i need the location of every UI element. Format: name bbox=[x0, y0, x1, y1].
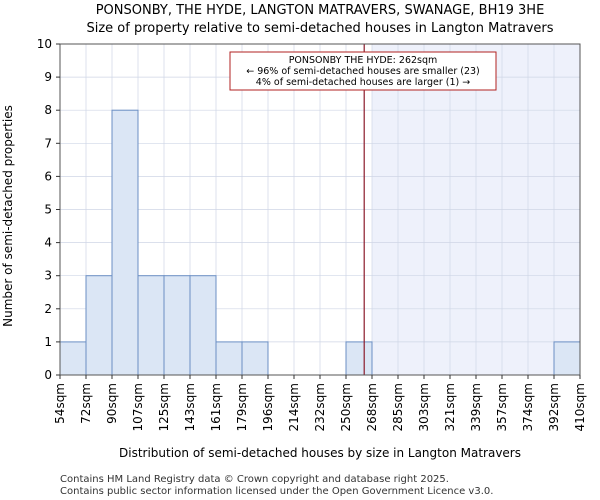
x-tick-label: 125sqm bbox=[157, 383, 171, 431]
x-tick-label: 72sqm bbox=[79, 383, 93, 424]
footer-line1: Contains HM Land Registry data © Crown c… bbox=[60, 474, 449, 485]
y-axis-label: Number of semi-detached properties bbox=[1, 105, 15, 327]
x-tick-label: 161sqm bbox=[209, 383, 223, 431]
x-tick-label: 196sqm bbox=[261, 383, 275, 431]
bar-179sqm bbox=[241, 341, 269, 376]
x-tick-label: 321sqm bbox=[443, 383, 457, 431]
bar-107sqm bbox=[137, 275, 165, 376]
x-tick-label: 410sqm bbox=[573, 383, 587, 431]
annotation-box bbox=[229, 51, 497, 91]
y-tick-label: 1 bbox=[44, 335, 52, 349]
x-axis-label: Distribution of semi-detached houses by … bbox=[119, 446, 521, 460]
y-tick-label: 9 bbox=[44, 70, 52, 84]
y-tick-label: 2 bbox=[44, 302, 52, 316]
annotation-line2: ← 96% of semi-detached houses are smalle… bbox=[246, 66, 480, 77]
y-tick-label: 8 bbox=[44, 103, 52, 117]
annotation-line3: 4% of semi-detached houses are larger (1… bbox=[256, 77, 470, 88]
x-tick-label: 268sqm bbox=[365, 383, 379, 431]
property-annotation: PONSONBY THE HYDE: 262sqm ← 96% of semi-… bbox=[229, 51, 497, 91]
x-tick-label: 54sqm bbox=[53, 383, 67, 424]
y-tick-label: 6 bbox=[44, 169, 52, 183]
bar-392sqm bbox=[553, 341, 581, 376]
y-tick-label: 3 bbox=[44, 269, 52, 283]
y-tick-label: 4 bbox=[44, 236, 52, 250]
bar-54sqm bbox=[59, 341, 87, 376]
bar-72sqm bbox=[85, 275, 113, 376]
bar-161sqm bbox=[215, 341, 243, 376]
chart-title-line1: PONSONBY, THE HYDE, LANGTON MATRAVERS, S… bbox=[96, 3, 545, 18]
x-tick-label: 303sqm bbox=[417, 383, 431, 431]
bar-143sqm bbox=[189, 275, 217, 376]
y-tick-label: 10 bbox=[37, 37, 52, 51]
y-tick-label: 0 bbox=[44, 368, 52, 382]
x-axis-ticks: 54sqm 72sqm 90sqm 107sqm 125sqm 143sqm 161sqm 1… bbox=[53, 375, 587, 431]
y-tick-label: 7 bbox=[44, 136, 52, 150]
bar-125sqm bbox=[163, 275, 191, 376]
y-tick-label: 5 bbox=[44, 203, 52, 217]
x-tick-label: 143sqm bbox=[183, 383, 197, 431]
bar-90sqm bbox=[111, 109, 139, 376]
x-tick-label: 179sqm bbox=[235, 383, 249, 431]
x-tick-label: 285sqm bbox=[391, 383, 405, 431]
annotation-line1: PONSONBY THE HYDE: 262sqm bbox=[289, 55, 438, 66]
footer-line2: Contains public sector information licen… bbox=[60, 486, 493, 497]
chart-title-line2: Size of property relative to semi-detach… bbox=[86, 21, 553, 36]
x-tick-label: 232sqm bbox=[313, 383, 327, 431]
x-tick-label: 214sqm bbox=[287, 383, 301, 431]
x-tick-label: 107sqm bbox=[131, 383, 145, 431]
x-tick-label: 90sqm bbox=[105, 383, 119, 424]
x-tick-label: 374sqm bbox=[521, 383, 535, 431]
x-tick-label: 357sqm bbox=[495, 383, 509, 431]
x-tick-label: 250sqm bbox=[339, 383, 353, 431]
y-axis-ticks: 0 1 2 3 4 5 6 7 8 9 10 bbox=[37, 37, 60, 382]
bar-250sqm bbox=[345, 341, 373, 376]
bars bbox=[59, 109, 581, 376]
x-tick-label: 392sqm bbox=[547, 383, 561, 431]
x-tick-label: 339sqm bbox=[469, 383, 483, 431]
